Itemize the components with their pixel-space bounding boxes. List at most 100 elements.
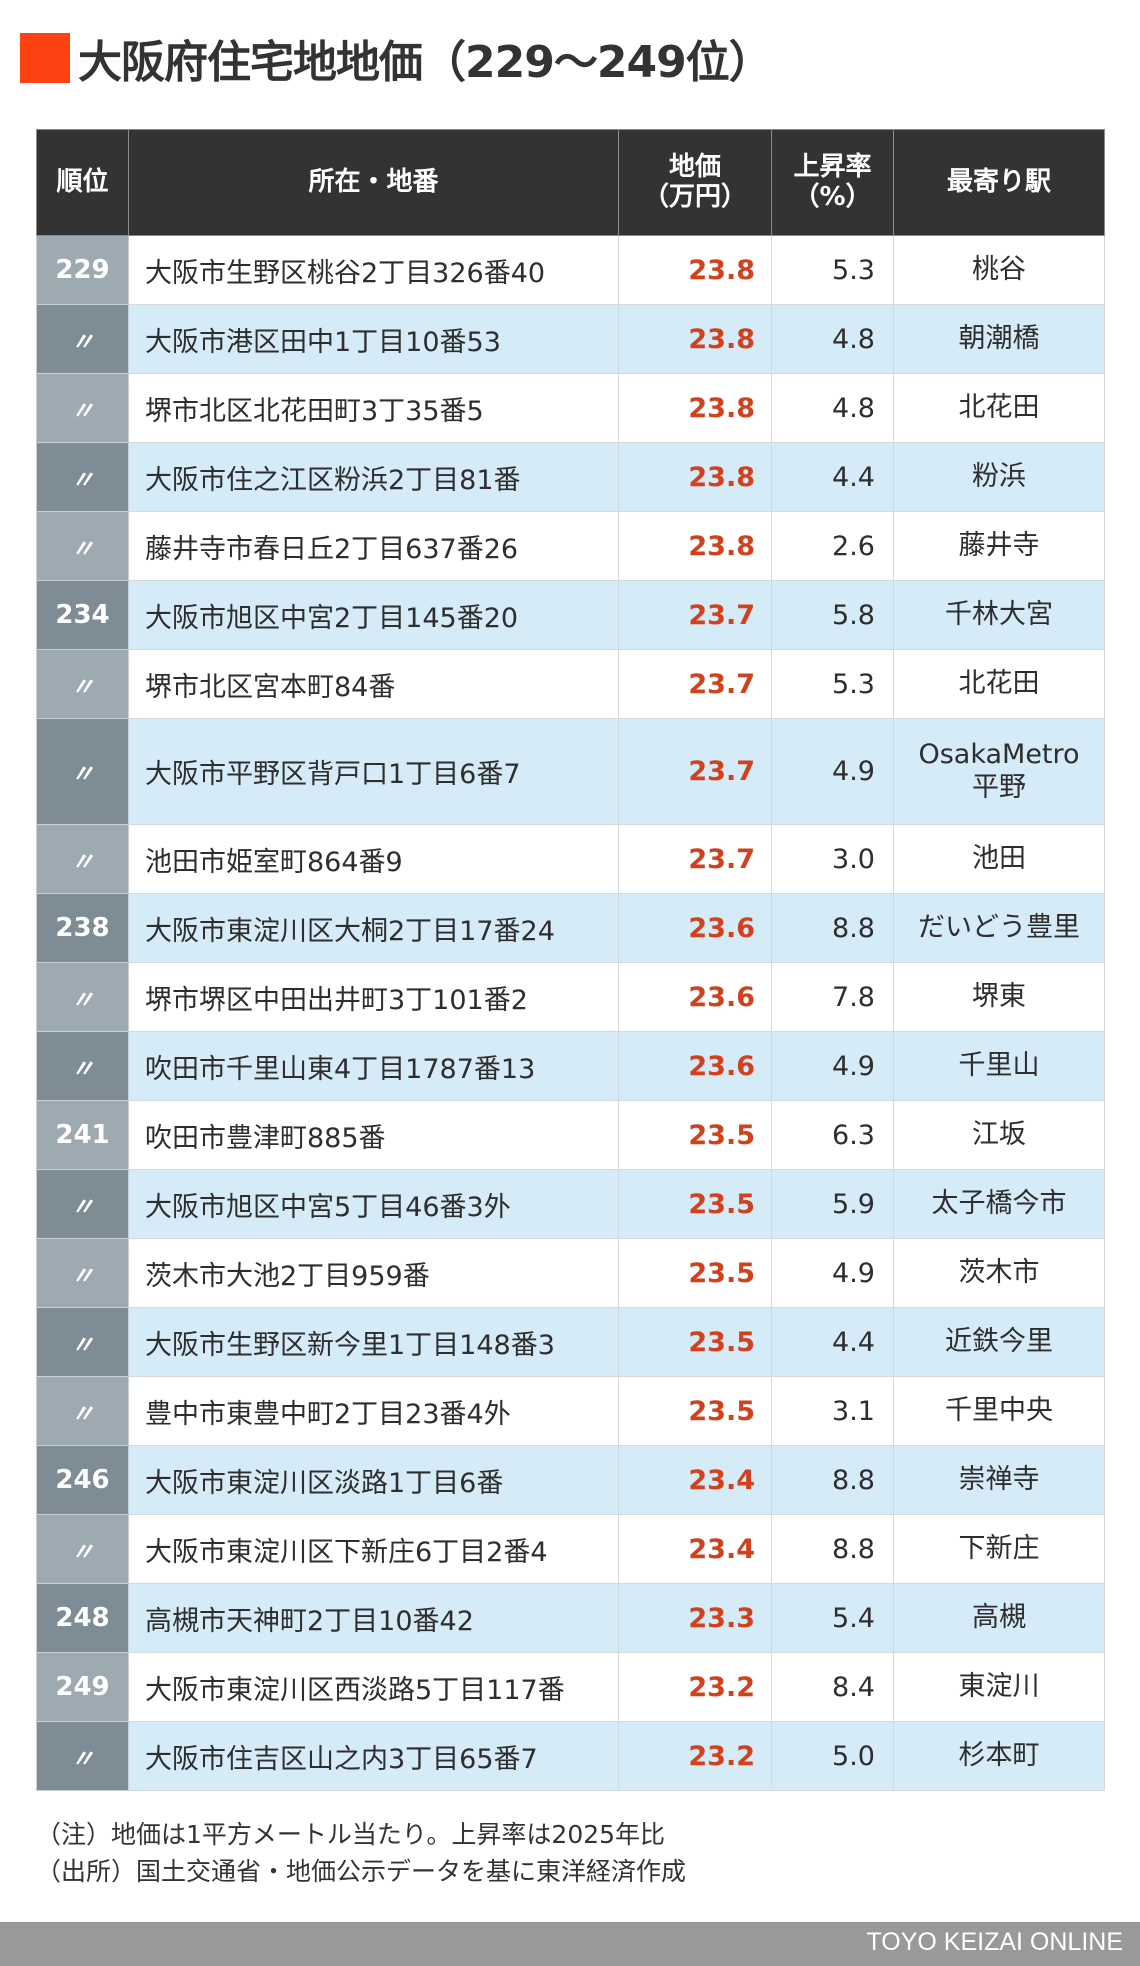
rank-cell: 〃 — [36, 1721, 129, 1791]
price-cell: 23.3 — [618, 1583, 772, 1653]
station-name: 東淀川 — [958, 1670, 1040, 1702]
rank-cell: 246 — [36, 1445, 129, 1515]
rate-cell: 7.8 — [771, 962, 894, 1032]
table-row: 〃茨木市大池2丁目959番 23.5 4.9 茨木市 — [36, 1238, 1105, 1308]
rank-cell: 〃 — [36, 1514, 129, 1584]
station-cell: 崇禅寺 — [893, 1445, 1105, 1515]
address-cell: 大阪市住之江区粉浜2丁目81番 — [128, 442, 619, 512]
station-name: 粉浜 — [972, 460, 1026, 492]
station-name: 堺東 — [972, 980, 1026, 1012]
rank-cell: 〃 — [36, 511, 129, 581]
station-name: 近鉄今里 — [945, 1325, 1053, 1357]
station-cell: 高槻 — [893, 1583, 1105, 1653]
address-cell: 大阪市生野区新今里1丁目148番3 — [128, 1307, 619, 1377]
station-cell: 桃谷 — [893, 235, 1105, 305]
station-name: 高槻 — [972, 1601, 1026, 1633]
address-cell: 高槻市天神町2丁目10番42 — [128, 1583, 619, 1653]
rank-cell: 〃 — [36, 1031, 129, 1101]
rank-cell: 〃 — [36, 824, 129, 894]
station-cell: 茨木市 — [893, 1238, 1105, 1308]
price-cell: 23.7 — [618, 649, 772, 719]
header-price-label: 地価 — [668, 151, 721, 182]
address-cell: 吹田市千里山東4丁目1787番13 — [128, 1031, 619, 1101]
station-cell: 池田 — [893, 824, 1105, 894]
rank-cell: 248 — [36, 1583, 129, 1653]
rank-cell: 〃 — [36, 1307, 129, 1377]
source-text: （出所）国土交通省・地価公示データを基に東洋経済作成 — [36, 1857, 687, 1886]
station-cell: 杉本町 — [893, 1721, 1105, 1791]
address-cell: 大阪市東淀川区淡路1丁目6番 — [128, 1445, 619, 1515]
station-name: 北花田 — [958, 667, 1040, 699]
rate-cell: 8.8 — [771, 1445, 894, 1515]
table-row: 〃大阪市港区田中1丁目10番53 23.8 4.8 朝潮橋 — [36, 304, 1105, 374]
rate-cell: 8.8 — [771, 893, 894, 963]
rank-cell: 〃 — [36, 718, 129, 825]
station-cell: 千里中央 — [893, 1376, 1105, 1446]
station-name: 下新庄 — [958, 1532, 1040, 1564]
address-cell: 大阪市旭区中宮5丁目46番3外 — [128, 1169, 619, 1239]
station-name: 茨木市 — [958, 1256, 1040, 1288]
price-cell: 23.5 — [618, 1307, 772, 1377]
header-station: 最寄り駅 — [893, 129, 1105, 236]
table-row: 〃堺市堺区中田出井町3丁101番2 23.6 7.8 堺東 — [36, 962, 1105, 1032]
address-cell: 大阪市生野区桃谷2丁目326番40 — [128, 235, 619, 305]
price-cell: 23.6 — [618, 962, 772, 1032]
price-cell: 23.6 — [618, 1031, 772, 1101]
table-row: 〃堺市北区北花田町3丁35番5 23.8 4.8 北花田 — [36, 373, 1105, 443]
station-cell: 千林大宮 — [893, 580, 1105, 650]
table-row: 〃大阪市住之江区粉浜2丁目81番 23.8 4.4 粉浜 — [36, 442, 1105, 512]
address-cell: 大阪市旭区中宮2丁目145番20 — [128, 580, 619, 650]
header-price: 地価 （万円） — [618, 129, 772, 236]
table-row: 〃豊中市東豊中町2丁目23番4外 23.5 3.1 千里中央 — [36, 1376, 1105, 1446]
header-price-unit: （万円） — [642, 181, 747, 212]
table-row: 248 高槻市天神町2丁目10番42 23.3 5.4 高槻 — [36, 1583, 1105, 1653]
address-cell: 堺市北区北花田町3丁35番5 — [128, 373, 619, 443]
rate-cell: 4.9 — [771, 1031, 894, 1101]
table-row: 〃大阪市東淀川区下新庄6丁目2番4 23.4 8.8 下新庄 — [36, 1514, 1105, 1584]
price-cell: 23.4 — [618, 1514, 772, 1584]
address-cell: 池田市姫室町864番9 — [128, 824, 619, 894]
station-cell: 千里山 — [893, 1031, 1105, 1101]
station-name: 崇禅寺 — [958, 1463, 1040, 1495]
station-cell: 粉浜 — [893, 442, 1105, 512]
rate-cell: 5.3 — [771, 235, 894, 305]
table-row: 〃大阪市平野区背戸口1丁目6番7 23.7 4.9 OsakaMetro 平野 — [36, 718, 1105, 825]
station-cell: 北花田 — [893, 649, 1105, 719]
table-row: 〃藤井寺市春日丘2丁目637番26 23.8 2.6 藤井寺 — [36, 511, 1105, 581]
address-cell: 藤井寺市春日丘2丁目637番26 — [128, 511, 619, 581]
station-name: 太子橋今市 — [931, 1187, 1067, 1219]
price-cell: 23.2 — [618, 1652, 772, 1722]
title-accent-square-icon — [20, 33, 70, 83]
table-row: 〃池田市姫室町864番9 23.7 3.0 池田 — [36, 824, 1105, 894]
station-cell: 藤井寺 — [893, 511, 1105, 581]
rate-cell: 5.3 — [771, 649, 894, 719]
station-name: OsakaMetro — [918, 739, 1080, 771]
address-cell: 茨木市大池2丁目959番 — [128, 1238, 619, 1308]
address-cell: 大阪市東淀川区西淡路5丁目117番 — [128, 1652, 619, 1722]
price-cell: 23.5 — [618, 1238, 772, 1308]
address-cell: 大阪市住吉区山之内3丁目65番7 — [128, 1721, 619, 1791]
table-row: 246 大阪市東淀川区淡路1丁目6番 23.4 8.8 崇禅寺 — [36, 1445, 1105, 1515]
note-text: （注）地価は1平方メートル当たり。上昇率は2025年比 — [36, 1820, 666, 1849]
station-cell: だいどう豊里 — [893, 893, 1105, 963]
table-body: 229 大阪市生野区桃谷2丁目326番40 23.8 5.3 桃谷〃大阪市港区田中1丁目… — [36, 235, 1105, 1791]
header-rate-unit: （%） — [793, 181, 872, 212]
station-cell: 近鉄今里 — [893, 1307, 1105, 1377]
table-row: 234 大阪市旭区中宮2丁目145番20 23.7 5.8 千林大宮 — [36, 580, 1105, 650]
rate-cell: 4.4 — [771, 442, 894, 512]
rank-cell: 〃 — [36, 1169, 129, 1239]
rank-cell: 〃 — [36, 1238, 129, 1308]
table-header: 順位 所在・地番 地価 （万円） 上昇率 （%） 最寄り駅 — [36, 129, 1105, 236]
footer-bar: TOYO KEIZAI ONLINE — [0, 1922, 1140, 1966]
rate-cell: 4.8 — [771, 304, 894, 374]
station-cell: 堺東 — [893, 962, 1105, 1032]
station-name: 池田 — [972, 842, 1026, 874]
station-name: 藤井寺 — [958, 529, 1040, 561]
table-row: 〃大阪市生野区新今里1丁目148番3 23.5 4.4 近鉄今里 — [36, 1307, 1105, 1377]
rank-cell: 〃 — [36, 373, 129, 443]
address-cell: 大阪市東淀川区下新庄6丁目2番4 — [128, 1514, 619, 1584]
address-cell: 豊中市東豊中町2丁目23番4外 — [128, 1376, 619, 1446]
station-cell: 下新庄 — [893, 1514, 1105, 1584]
price-cell: 23.7 — [618, 580, 772, 650]
table-row: 238 大阪市東淀川区大桐2丁目17番24 23.6 8.8 だいどう豊里 — [36, 893, 1105, 963]
